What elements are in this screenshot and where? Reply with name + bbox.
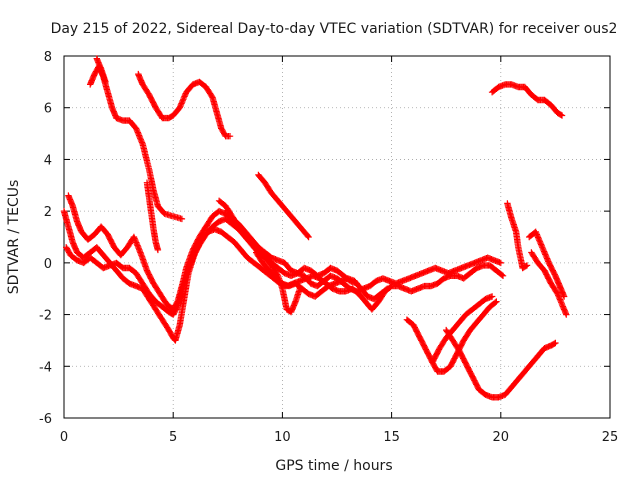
y-tick-label: 6 — [44, 102, 52, 117]
plot-frame — [63, 55, 611, 419]
data-point — [559, 302, 566, 309]
y-tick-label: 0 — [44, 257, 52, 272]
series-track-17 — [93, 55, 109, 86]
data-point — [557, 111, 565, 118]
series-track-11 — [443, 326, 559, 401]
data-point — [488, 293, 496, 300]
data-point — [492, 299, 499, 306]
data-point — [493, 298, 500, 305]
y-tick-label: 4 — [44, 153, 52, 168]
x-tick-label: 5 — [169, 430, 177, 445]
data-point — [543, 255, 551, 262]
series-track-2 — [135, 70, 234, 140]
series-track-1 — [87, 63, 186, 223]
data-point — [534, 234, 542, 241]
data-point — [498, 271, 506, 279]
data-point — [539, 244, 546, 251]
y-tick-label: -6 — [39, 412, 52, 427]
data-point — [563, 311, 570, 318]
y-axis-ticks: -6 -4 -2 0 2 4 6 8 — [39, 50, 610, 427]
series-track-16 — [143, 179, 162, 254]
data-point — [537, 241, 545, 248]
data-point — [384, 285, 391, 292]
data-point — [558, 112, 566, 119]
data-point — [552, 339, 559, 347]
x-tick-label: 15 — [383, 430, 400, 445]
data-point — [536, 237, 543, 244]
x-axis-label: GPS time / hours — [275, 458, 392, 474]
data-point — [540, 248, 548, 255]
x-tick-label: 10 — [274, 430, 291, 445]
data-point — [304, 232, 311, 240]
chart-title: Day 215 of 2022, Sidereal Day-to-day VTE… — [51, 21, 618, 37]
x-axis-ticks: 0 5 10 15 20 25 — [60, 56, 618, 445]
x-tick-label: 0 — [60, 430, 68, 445]
x-tick-label: 25 — [602, 430, 619, 445]
data-point — [551, 340, 558, 347]
data-point — [522, 262, 530, 270]
data-point — [555, 293, 562, 300]
data-point — [305, 233, 312, 241]
y-tick-label: -4 — [39, 360, 52, 375]
data-point — [178, 215, 186, 223]
data-point — [382, 286, 390, 293]
series-track-14 — [526, 228, 568, 300]
data-point — [557, 297, 564, 305]
series-track-6 — [215, 197, 304, 316]
series-track-5 — [65, 192, 360, 313]
data-point — [533, 230, 540, 237]
series-track-12 — [488, 81, 566, 119]
y-axis-label: SDTVAR / TECUs — [6, 180, 22, 295]
data-marks — [60, 55, 570, 401]
series-track-9 — [403, 298, 500, 375]
data-point — [226, 133, 234, 140]
series-track-8 — [253, 249, 391, 303]
y-tick-label: 8 — [44, 50, 52, 65]
data-point — [542, 251, 549, 258]
data-point — [499, 272, 507, 279]
series-track-7 — [255, 171, 312, 241]
data-point — [523, 262, 531, 269]
series-track-13 — [504, 200, 531, 272]
y-tick-label: -2 — [39, 309, 52, 324]
data-point — [102, 78, 109, 86]
y-tick-label: 2 — [44, 205, 52, 220]
data-point — [497, 259, 504, 267]
data-point — [554, 290, 561, 298]
series-track-15 — [528, 249, 570, 318]
data-point — [154, 246, 162, 254]
x-tick-label: 20 — [493, 430, 510, 445]
